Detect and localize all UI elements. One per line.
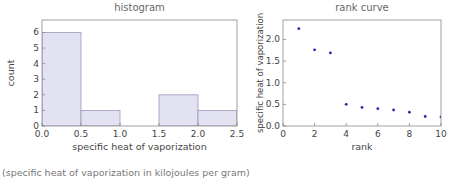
histogram-bar (198, 110, 237, 126)
y-tick-label: 0 (33, 121, 39, 131)
plot-area (297, 27, 441, 118)
histogram-bar (159, 95, 198, 126)
x-tick-label: 1.5 (152, 129, 166, 139)
x-tick (441, 123, 442, 126)
y-tick (283, 61, 286, 62)
x-tick (120, 123, 121, 126)
y-tick (42, 63, 45, 64)
frame (283, 20, 441, 126)
point (376, 107, 379, 110)
histogram-bar (81, 110, 120, 126)
x-tick-label: 2.0 (191, 129, 206, 139)
histogram-bar (42, 32, 81, 126)
point (408, 111, 411, 114)
x-tick (159, 123, 160, 126)
y-tick-label: 4 (33, 59, 39, 69)
x-tick (346, 123, 347, 126)
x-tick (377, 123, 378, 126)
y-tick (42, 79, 45, 80)
y-tick-label: 2 (33, 90, 39, 100)
y-tick (283, 39, 286, 40)
y-tick-label: 2.0 (266, 34, 281, 44)
x-tick (198, 123, 199, 126)
y-tick (283, 104, 286, 105)
x-tick-label: 4 (343, 129, 349, 139)
y-tick (42, 32, 45, 33)
x-tick-label: 10 (435, 129, 447, 139)
y-tick (42, 110, 45, 111)
y-axis-label: specific heat of vaporization (255, 13, 265, 133)
y-tick-label: 0.0 (266, 121, 281, 131)
figure: histogram 0.0 0.5 1.0 1.5 2.0 2.5 0 1 2 3 4 5 6 specif… (0, 0, 451, 184)
point (345, 103, 348, 106)
chart-title: rank curve (335, 2, 389, 13)
x-tick-label: 2 (312, 129, 318, 139)
x-tick (237, 123, 238, 126)
point (361, 106, 364, 109)
point (329, 51, 332, 54)
y-axis-label: count (5, 59, 16, 86)
x-tick-label: 0 (280, 129, 286, 139)
x-axis-label: specific heat of vaporization (72, 141, 206, 152)
x-tick (42, 123, 43, 126)
x-tick-label: 8 (407, 129, 413, 139)
y-tick-label: 1.0 (266, 78, 281, 88)
y-tick (283, 126, 286, 127)
x-tick-label: 6 (375, 129, 381, 139)
y-tick-label: 0.5 (266, 99, 280, 109)
point (392, 109, 395, 112)
y-tick-label: 1 (33, 105, 39, 115)
x-tick (81, 123, 82, 126)
plot-area (42, 32, 237, 126)
x-tick (409, 123, 410, 126)
chart-title: histogram (114, 2, 165, 13)
point (297, 27, 300, 30)
point (424, 115, 427, 118)
y-tick (283, 82, 286, 83)
caption: (specific heat of vaporization in kilojo… (2, 167, 250, 178)
y-tick (42, 126, 45, 127)
y-tick-label: 1.5 (266, 56, 280, 66)
y-tick (42, 94, 45, 95)
x-tick (283, 123, 284, 126)
x-tick-label: 0.5 (74, 129, 88, 139)
x-tick-label: 2.5 (230, 129, 244, 139)
y-tick-label: 5 (33, 43, 39, 53)
point (313, 48, 316, 51)
x-tick-label: 1.0 (113, 129, 128, 139)
frame (42, 20, 237, 126)
x-axis-label: rank (351, 141, 373, 152)
y-tick (42, 48, 45, 49)
x-tick (314, 123, 315, 126)
y-tick-label: 3 (33, 74, 39, 84)
y-tick-label: 6 (33, 27, 39, 37)
